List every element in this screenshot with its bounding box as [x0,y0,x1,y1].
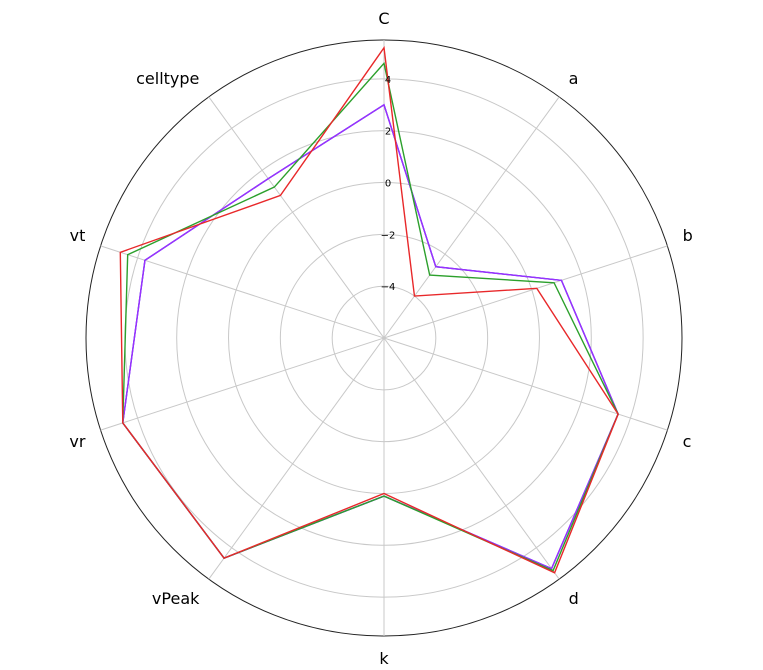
axis-label-C: C [378,9,389,28]
axis-labels: Ca b c d k vPeak vr vt celltype [69,9,692,668]
spoke-vr [100,337,385,431]
axis-label-celltype: celltype [136,69,199,88]
spoke-d [383,337,560,580]
series-layer [119,45,619,574]
spoke-vt [100,245,385,339]
series-line-0 [119,45,619,574]
axis-label-b: b [683,226,693,245]
radial-tick-label: 2 [385,127,391,138]
axis-label-vr: vr [69,432,85,451]
radar-spokes [100,40,668,636]
axis-label-vt: vt [70,226,86,245]
spoke-vPeak [208,337,385,580]
axis-label-c: c [683,432,692,451]
radial-tick-label: −4 [381,282,396,293]
axis-label-vPeak: vPeak [152,589,200,608]
spoke-b [383,245,668,339]
spoke-c [383,337,668,431]
radial-tick-labels: −4 −2 0 2 4 [381,75,396,293]
axis-label-k: k [379,649,389,668]
spoke-a [383,96,560,339]
spoke-celltype [208,96,385,339]
radial-tick-label: 0 [385,179,391,190]
series-line-1 [122,61,619,572]
radial-tick-label: −2 [381,230,396,241]
axis-label-a: a [569,69,579,88]
axis-label-d: d [569,589,579,608]
radial-tick-label: 4 [385,75,391,86]
